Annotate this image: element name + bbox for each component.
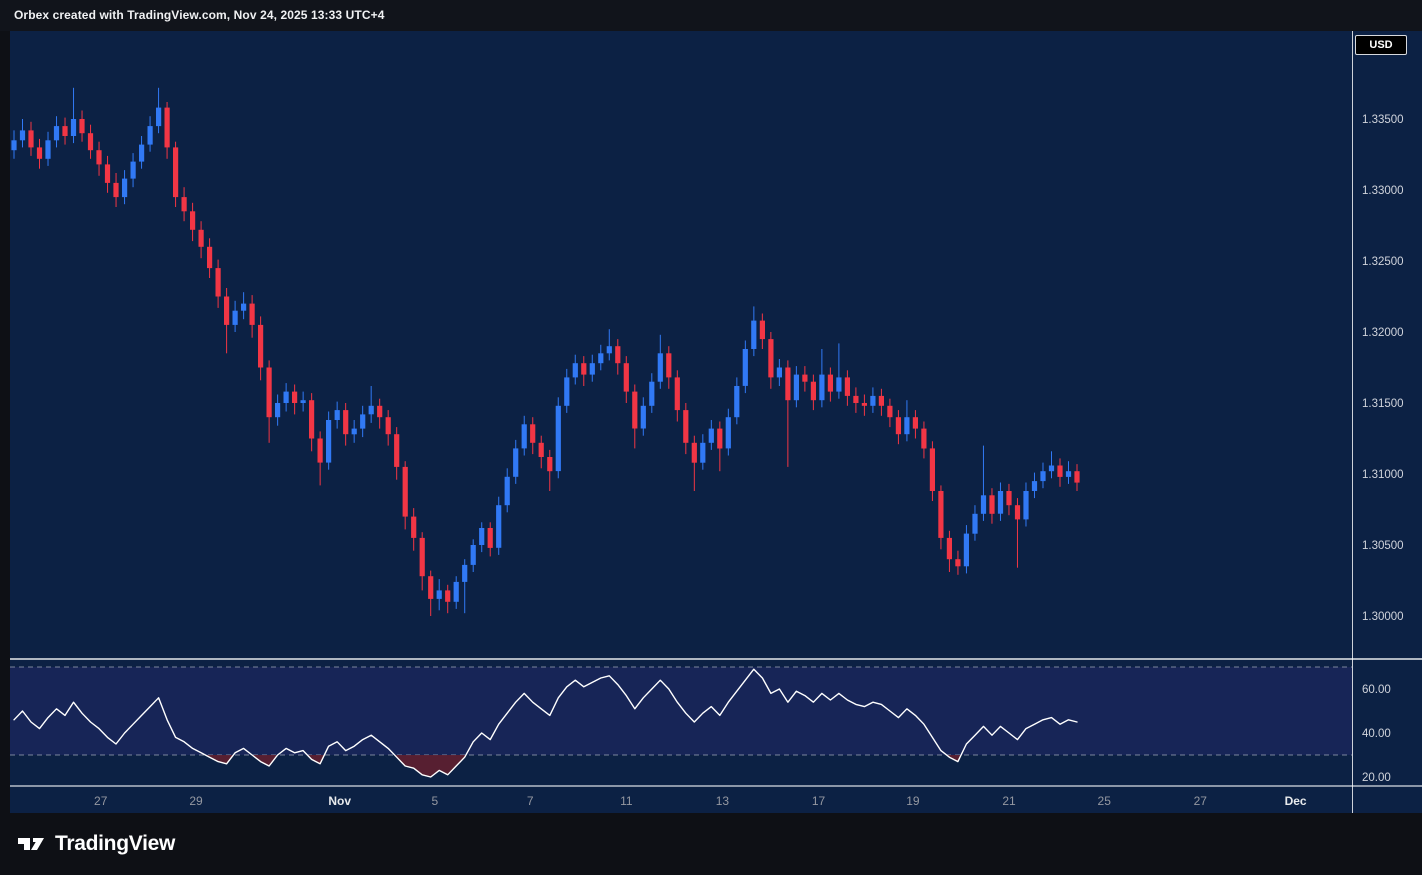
footer-bar: TradingView	[0, 813, 1422, 875]
time-tick-label: 7	[527, 794, 534, 808]
rsi-tick-label: 40.00	[1362, 728, 1391, 740]
rsi-band	[10, 667, 1352, 755]
rsi-oversold-fill	[946, 755, 962, 762]
time-tick-label: 19	[906, 794, 920, 808]
time-tick-label: 25	[1098, 794, 1112, 808]
candles-layer	[11, 87, 1080, 616]
time-tick-label: 17	[812, 794, 826, 808]
rsi-line	[13, 668, 1078, 778]
time-scale[interactable]	[10, 787, 1352, 813]
time-tick-label: Dec	[1285, 794, 1307, 808]
time-tick-label: 27	[94, 794, 108, 808]
price-scale[interactable]	[1353, 31, 1422, 786]
time-tick-label: Nov	[328, 794, 351, 808]
top-bar: Orbex created with TradingView.com, Nov …	[0, 0, 1422, 31]
time-tick-label: 11	[620, 794, 633, 808]
rsi-oversold-fill	[307, 755, 325, 764]
time-tick-label: 27	[1194, 794, 1208, 808]
price-tick-label: 1.33000	[1362, 185, 1404, 197]
price-tick-label: 1.32000	[1362, 327, 1404, 339]
price-tick-label: 1.33500	[1362, 114, 1404, 126]
tradingview-logo-text: TradingView	[55, 832, 176, 855]
rsi-tick-label: 20.00	[1362, 772, 1391, 784]
time-tick-label: 21	[1002, 794, 1016, 808]
time-tick-label: 13	[716, 794, 730, 808]
price-tick-label: 1.31500	[1362, 398, 1404, 410]
time-tick-label: 29	[189, 794, 203, 808]
price-tick-label: 1.30500	[1362, 540, 1404, 552]
rsi-oversold-fill	[394, 755, 466, 777]
tradingview-logo[interactable]: TradingView	[14, 828, 175, 860]
price-tick-label: 1.30000	[1362, 611, 1404, 623]
tradingview-logo-icon	[18, 838, 44, 850]
rsi-oversold-fill	[205, 755, 234, 764]
price-chart-canvas[interactable]: 1.33500 1.33000 1.32500 1.32000 1.31500 1.310…	[0, 31, 1422, 813]
currency-toggle-button[interactable]: USD	[1355, 35, 1407, 55]
rsi-tick-label: 60.00	[1362, 684, 1391, 696]
time-tick-label: 5	[432, 794, 439, 808]
price-tick-label: 1.32500	[1362, 256, 1404, 268]
price-tick-label: 1.31000	[1362, 469, 1404, 481]
attribution-text: Orbex created with TradingView.com, Nov …	[14, 8, 385, 22]
chart-background	[10, 31, 1422, 813]
